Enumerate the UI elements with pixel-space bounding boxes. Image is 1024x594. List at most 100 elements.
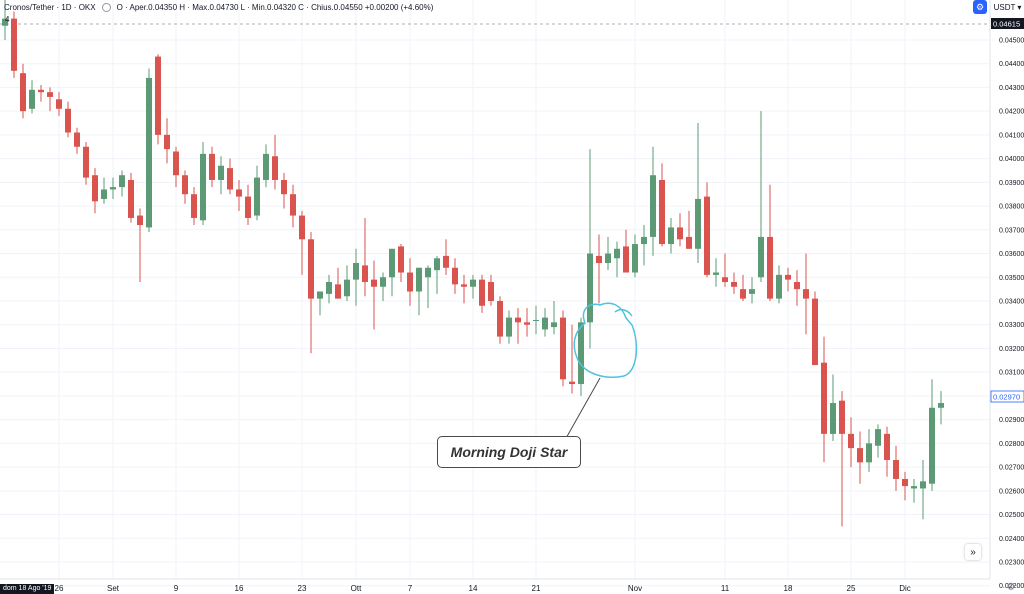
candle[interactable] — [731, 272, 737, 294]
candle[interactable] — [101, 177, 107, 204]
candle[interactable] — [110, 177, 116, 199]
candle[interactable] — [47, 87, 53, 112]
candle[interactable] — [596, 234, 602, 304]
candle[interactable] — [605, 236, 611, 271]
candle[interactable] — [857, 431, 863, 484]
candle[interactable] — [38, 85, 44, 102]
candle[interactable] — [794, 270, 800, 306]
candle[interactable] — [290, 184, 296, 228]
candle[interactable] — [344, 265, 350, 301]
candle[interactable] — [677, 213, 683, 247]
candle[interactable] — [938, 391, 944, 425]
candle[interactable] — [218, 156, 224, 195]
candle[interactable] — [371, 260, 377, 330]
candle[interactable] — [542, 308, 548, 337]
candle[interactable] — [443, 239, 449, 275]
candle[interactable] — [821, 336, 827, 463]
candle[interactable] — [317, 291, 323, 316]
candle[interactable] — [866, 429, 872, 472]
candle[interactable] — [164, 118, 170, 164]
candle[interactable] — [56, 92, 62, 116]
candle[interactable] — [695, 123, 701, 264]
candle[interactable] — [263, 144, 269, 188]
candle[interactable] — [830, 374, 836, 441]
candle[interactable] — [29, 80, 35, 114]
candle[interactable] — [686, 210, 692, 249]
candle[interactable] — [650, 146, 656, 256]
candle[interactable] — [209, 146, 215, 188]
candle[interactable] — [119, 170, 125, 197]
candle[interactable] — [893, 445, 899, 491]
candle[interactable] — [515, 308, 521, 344]
candle[interactable] — [848, 417, 854, 468]
time-axis[interactable]: 26 Set 9 16 23 Ott 7 14 21 Nov 11 18 25 Dic — [55, 584, 911, 593]
scroll-to-realtime-button[interactable]: » — [965, 544, 981, 560]
candle[interactable] — [425, 265, 431, 309]
candle[interactable] — [776, 265, 782, 304]
candle[interactable] — [623, 229, 629, 273]
candle[interactable] — [362, 217, 368, 297]
candle[interactable] — [326, 274, 332, 304]
candle[interactable] — [875, 424, 881, 458]
candle[interactable] — [74, 127, 80, 154]
candle[interactable] — [146, 68, 152, 233]
candle[interactable] — [308, 232, 314, 354]
candle[interactable] — [452, 258, 458, 294]
candle[interactable] — [632, 234, 638, 278]
candle[interactable] — [659, 163, 665, 247]
candle[interactable] — [488, 274, 494, 306]
price-axis[interactable]: 0.04500 0.04400 0.04300 0.04200 0.04100 0.040… — [999, 37, 1024, 590]
candle[interactable] — [227, 158, 233, 195]
candle[interactable] — [407, 258, 413, 306]
candle[interactable] — [614, 241, 620, 278]
candle[interactable] — [506, 310, 512, 344]
axis-settings-button[interactable]: ⚙ — [1004, 580, 1018, 594]
candle[interactable] — [416, 267, 422, 316]
candle[interactable] — [722, 253, 728, 287]
candle[interactable] — [668, 217, 674, 254]
candle[interactable] — [245, 184, 251, 226]
candle[interactable] — [398, 244, 404, 283]
candle[interactable] — [920, 459, 926, 520]
candle[interactable] — [479, 274, 485, 313]
candle[interactable] — [353, 248, 359, 306]
candle[interactable] — [812, 291, 818, 366]
candle[interactable] — [470, 274, 476, 299]
candle[interactable] — [389, 248, 395, 297]
candle[interactable] — [929, 379, 935, 491]
candle[interactable] — [182, 170, 188, 204]
candle[interactable] — [785, 267, 791, 292]
candle[interactable] — [497, 296, 503, 344]
candle[interactable] — [434, 255, 440, 294]
candle[interactable] — [704, 182, 710, 278]
candle[interactable] — [560, 310, 566, 387]
chart-settings-button[interactable]: ⚙ — [973, 0, 987, 14]
candle[interactable] — [128, 172, 134, 223]
candle[interactable] — [740, 274, 746, 301]
candle[interactable] — [884, 426, 890, 477]
candle[interactable] — [524, 308, 530, 337]
candle[interactable] — [839, 391, 845, 527]
candle[interactable] — [299, 210, 305, 275]
candle[interactable] — [2, 0, 8, 40]
candle[interactable] — [236, 179, 242, 211]
candle[interactable] — [587, 149, 593, 349]
candle[interactable] — [191, 187, 197, 226]
candle[interactable] — [803, 253, 809, 335]
candle[interactable] — [380, 272, 386, 301]
currency-selector[interactable]: USDT ▾ — [991, 0, 1024, 14]
candle[interactable] — [713, 258, 719, 287]
candle[interactable] — [20, 63, 26, 119]
candle[interactable] — [11, 11, 17, 78]
candle[interactable] — [272, 134, 278, 190]
candle[interactable] — [911, 478, 917, 503]
candle[interactable] — [92, 168, 98, 214]
candle[interactable] — [749, 277, 755, 304]
candle[interactable] — [335, 267, 341, 299]
candle[interactable] — [83, 142, 89, 185]
candle[interactable] — [569, 324, 575, 394]
candle[interactable] — [767, 184, 773, 301]
candle[interactable] — [254, 165, 260, 221]
symbol-title[interactable]: Cronos/Tether · 1D · OKX — [4, 2, 96, 12]
